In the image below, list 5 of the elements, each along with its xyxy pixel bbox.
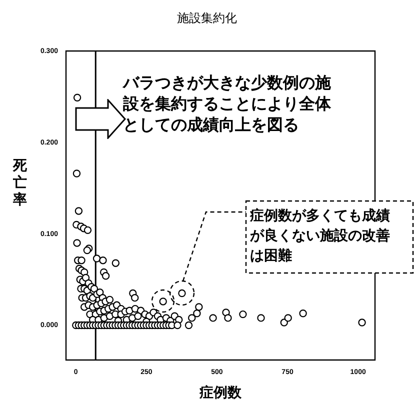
x-axis-title: 症例数: [198, 384, 242, 402]
y-axis-title: 死亡率: [12, 158, 28, 209]
annotation: 症例数が多くても成績が良くない施設の改善は困難: [250, 207, 391, 266]
annotation: バラつきが大きな少数例の施設を集約することにより全体としての成績向上を図る: [123, 72, 332, 135]
chart-title: 施設集約化: [176, 10, 238, 27]
